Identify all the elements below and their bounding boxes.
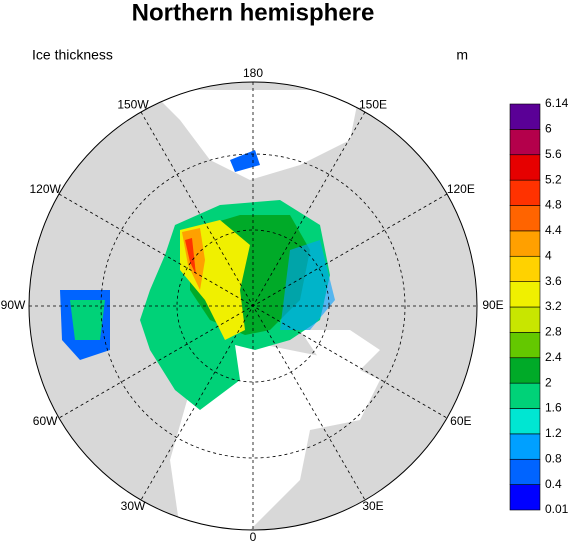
colorbar-label: 6 <box>545 122 552 136</box>
colorbar-box <box>509 179 541 206</box>
colorbar-label: 4.4 <box>545 223 562 237</box>
colorbar-label: 5.2 <box>545 172 562 186</box>
colorbar-box <box>509 433 541 460</box>
colorbar-label: 6.14 <box>545 96 568 110</box>
lon-label: 60W <box>33 414 58 428</box>
colorbar: 0.01 0.4 0.8 1.2 1.6 2 2.4 2.8 3.2 3.6 4 4.4 4.8 5.2 5… <box>509 96 568 516</box>
colorbar-label: 4 <box>545 248 552 262</box>
colorbar-box <box>509 332 541 359</box>
colorbar-box <box>509 306 541 333</box>
colorbar-label: 0.01 <box>545 502 568 516</box>
colorbar-box <box>509 230 541 257</box>
ice-bering <box>230 150 260 172</box>
colorbar-box <box>509 103 541 130</box>
lon-label: 150W <box>117 97 149 111</box>
colorbar-label: 2 <box>545 375 552 389</box>
colorbar-box <box>509 484 541 511</box>
map-border <box>28 81 478 531</box>
lon-label: 60E <box>450 414 471 428</box>
ice-hudson-inner <box>70 300 105 340</box>
colorbar-label: 3.6 <box>545 274 562 288</box>
colorbar-box <box>509 281 541 308</box>
colorbar-label: 1.2 <box>545 426 562 440</box>
colorbar-label: 3.2 <box>545 299 562 313</box>
lon-label: 180 <box>243 66 263 80</box>
map <box>29 82 477 530</box>
colorbar-box <box>509 458 541 485</box>
lon-label: 30W <box>121 499 146 513</box>
lon-labels: 180 150E 120E 90E 60E 30E 0 30W 60W 90W 120W 150W <box>1 66 504 541</box>
lon-label: 0 <box>250 530 257 541</box>
ocean-barents <box>300 330 380 370</box>
colorbar-label: 2.4 <box>545 350 562 364</box>
ice-thickest <box>185 238 196 275</box>
colorbar-label: 5.6 <box>545 147 562 161</box>
graticule <box>29 82 477 530</box>
lon-label: 120W <box>29 182 61 196</box>
colorbar-label: 0.4 <box>545 477 562 491</box>
colorbar-label: 2.8 <box>545 325 562 339</box>
units: m <box>456 47 468 63</box>
colorbar-box <box>509 154 541 181</box>
subtitle-left: Ice thickness <box>32 47 113 63</box>
colorbar-label: 1.6 <box>545 401 562 415</box>
ice-thin <box>280 240 335 330</box>
ocean-pacific <box>150 90 360 180</box>
colorbar-box <box>509 255 541 282</box>
colorbar-label: 4.8 <box>545 198 562 212</box>
colorbar-box <box>509 205 541 232</box>
colorbar-box <box>509 357 541 384</box>
colorbar-label: 0.8 <box>545 451 562 465</box>
lon-label: 150E <box>359 97 387 111</box>
colorbar-box <box>509 408 541 435</box>
lon-label: 90E <box>482 298 503 312</box>
colorbar-box <box>509 382 541 409</box>
colorbar-box <box>509 129 541 156</box>
lon-label: 120E <box>447 182 475 196</box>
lon-label: 90W <box>1 298 26 312</box>
lon-label: 30E <box>362 499 383 513</box>
title: Northern hemisphere <box>132 0 375 26</box>
